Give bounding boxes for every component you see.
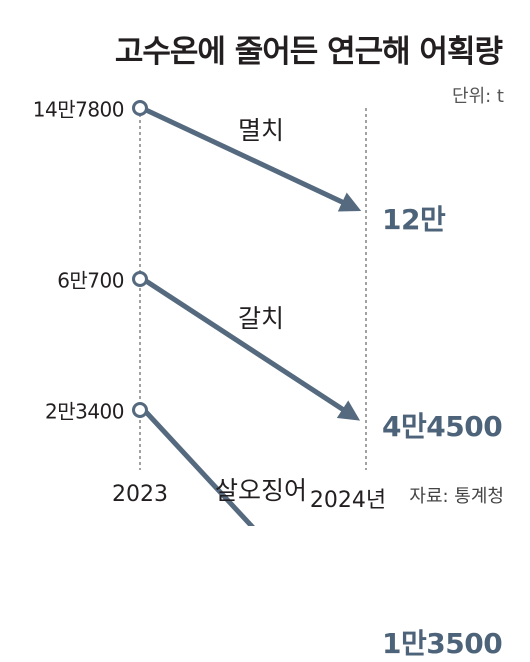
source-note: 자료: 통계청 xyxy=(409,486,504,507)
series-name-label: 멸치 xyxy=(237,115,285,145)
chart-title: 고수온에 줄어든 연근해 어획량 xyxy=(114,34,503,70)
start-value-label: 2만3400 xyxy=(44,399,125,424)
start-point xyxy=(132,100,148,116)
series-name-label: 살오징어 xyxy=(214,476,308,505)
series-arrow xyxy=(144,107,362,212)
start-value-label: 14만7800 xyxy=(32,97,125,122)
chart-canvas xyxy=(132,100,367,526)
x-tick-label: 2023 xyxy=(112,482,168,507)
series-arrow xyxy=(144,278,361,421)
series-arrow xyxy=(144,410,255,526)
x-tick-label: 2024년 xyxy=(309,488,387,513)
start-point xyxy=(132,271,148,287)
end-value-label: 4만4500 xyxy=(382,410,503,444)
chart: 고수온에 줄어든 연근해 어획량 단위: t 2023 2024년 14만7800 1… xyxy=(32,34,504,660)
unit-label: 단위: t xyxy=(452,86,504,107)
start-value-label: 6만700 xyxy=(57,268,124,293)
end-value-label: 1만3500 xyxy=(382,627,503,660)
start-point xyxy=(132,402,148,418)
end-value-label: 12만 xyxy=(382,202,446,236)
start-dots xyxy=(132,100,148,418)
series-name-label: 갈치 xyxy=(237,304,285,334)
series-arrows xyxy=(144,107,362,526)
